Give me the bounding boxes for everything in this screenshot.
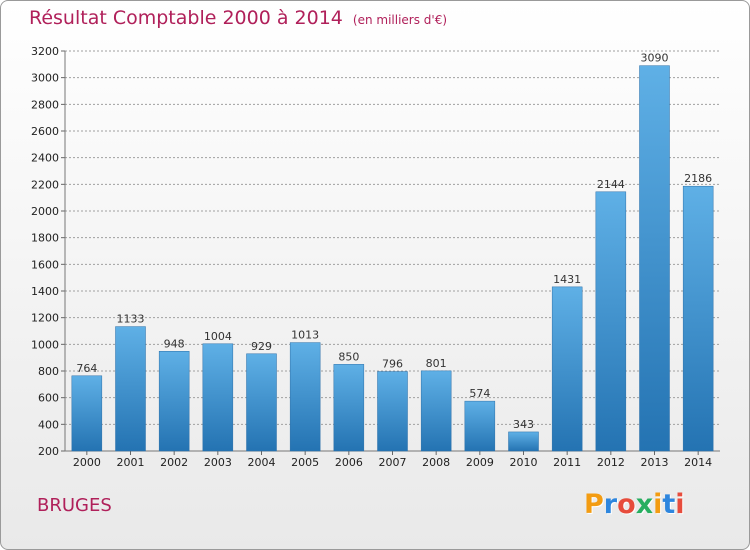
bar (289, 342, 321, 452)
bar (202, 343, 234, 452)
x-tick-label: 2009 (466, 456, 494, 469)
data-label: 1133 (117, 313, 145, 326)
x-tick-label: 2012 (597, 456, 625, 469)
y-tick-label: 3000 (31, 72, 59, 85)
x-tick-label: 2014 (684, 456, 712, 469)
data-label: 1431 (553, 273, 581, 286)
y-tick-label: 2400 (31, 152, 59, 165)
y-tick-label: 2200 (31, 178, 59, 191)
y-tick-label: 2800 (31, 98, 59, 111)
y-tick-label: 2600 (31, 125, 59, 138)
chart-title: Résultat Comptable 2000 à 2014 (en millie… (29, 7, 447, 29)
logo-letter: i (653, 489, 663, 520)
bar (246, 353, 277, 452)
labels: 764 1133 948 1004 929 1013 850 796 801 574 343 1431… (76, 52, 712, 431)
x-tick-label: 2006 (335, 456, 363, 469)
data-label: 2186 (684, 172, 712, 185)
title-main: Résultat Comptable 2000 à 2014 (29, 7, 343, 29)
data-label: 3090 (641, 52, 669, 65)
data-label: 850 (338, 350, 359, 363)
data-label: 343 (513, 418, 534, 431)
axes: 200 400 600 800 1000 1200 1400 1600 1800 2000 2200… (31, 45, 720, 469)
data-label: 948 (164, 337, 185, 350)
bar (71, 375, 103, 452)
data-label: 2144 (597, 178, 625, 191)
x-tick-label: 2011 (553, 456, 581, 469)
data-label: 796 (382, 358, 403, 371)
x-tick-label: 2008 (422, 456, 450, 469)
x-tick-label: 2003 (204, 456, 232, 469)
y-tick-label: 1800 (31, 232, 59, 245)
bar (639, 65, 670, 452)
x-tick-label: 2005 (291, 456, 319, 469)
logo-letter: P (584, 489, 604, 520)
data-label: 929 (251, 340, 272, 353)
x-tick-label: 2013 (641, 456, 669, 469)
data-label: 574 (469, 387, 490, 400)
title-subtitle: (en milliers d'€) (352, 13, 448, 27)
y-tick-label: 1400 (31, 285, 59, 298)
bar (595, 191, 627, 452)
x-tick-label: 2001 (117, 456, 145, 469)
bar (158, 351, 190, 452)
y-tick-label: 1000 (31, 338, 59, 351)
bar (682, 185, 714, 452)
data-label: 764 (76, 362, 97, 375)
y-tick-label: 2000 (31, 205, 59, 218)
bar (508, 431, 539, 452)
y-tick-label: 800 (38, 365, 59, 378)
logo-letter: r (603, 489, 618, 520)
bar (464, 400, 496, 452)
x-tick-label: 2004 (248, 456, 276, 469)
data-label: 801 (426, 357, 447, 370)
bar (115, 326, 146, 452)
x-tick-label: 2007 (379, 456, 407, 469)
x-tick-label: 2010 (510, 456, 538, 469)
y-tick-label: 600 (38, 392, 59, 405)
y-tick-label: 400 (38, 418, 59, 431)
bar (377, 371, 408, 452)
logo-letter: t (662, 489, 676, 520)
y-tick-label: 1200 (31, 312, 59, 325)
bar (333, 364, 365, 452)
bars (71, 65, 714, 452)
proxiti-logo[interactable]: Proxiti (584, 489, 685, 520)
bar (420, 370, 452, 452)
y-tick-label: 1600 (31, 258, 59, 271)
bar (551, 286, 583, 452)
y-tick-label: 200 (38, 445, 59, 458)
x-tick-label: 2000 (73, 456, 101, 469)
data-label: 1013 (291, 329, 319, 342)
y-tick-label: 3200 (31, 45, 59, 58)
data-label: 1004 (204, 330, 232, 343)
x-tick-label: 2002 (160, 456, 188, 469)
logo-letter: o (617, 489, 636, 520)
logo-letter: i (675, 489, 685, 520)
logo-letter: x (635, 489, 654, 520)
commune-name: BRUGES (37, 495, 112, 516)
